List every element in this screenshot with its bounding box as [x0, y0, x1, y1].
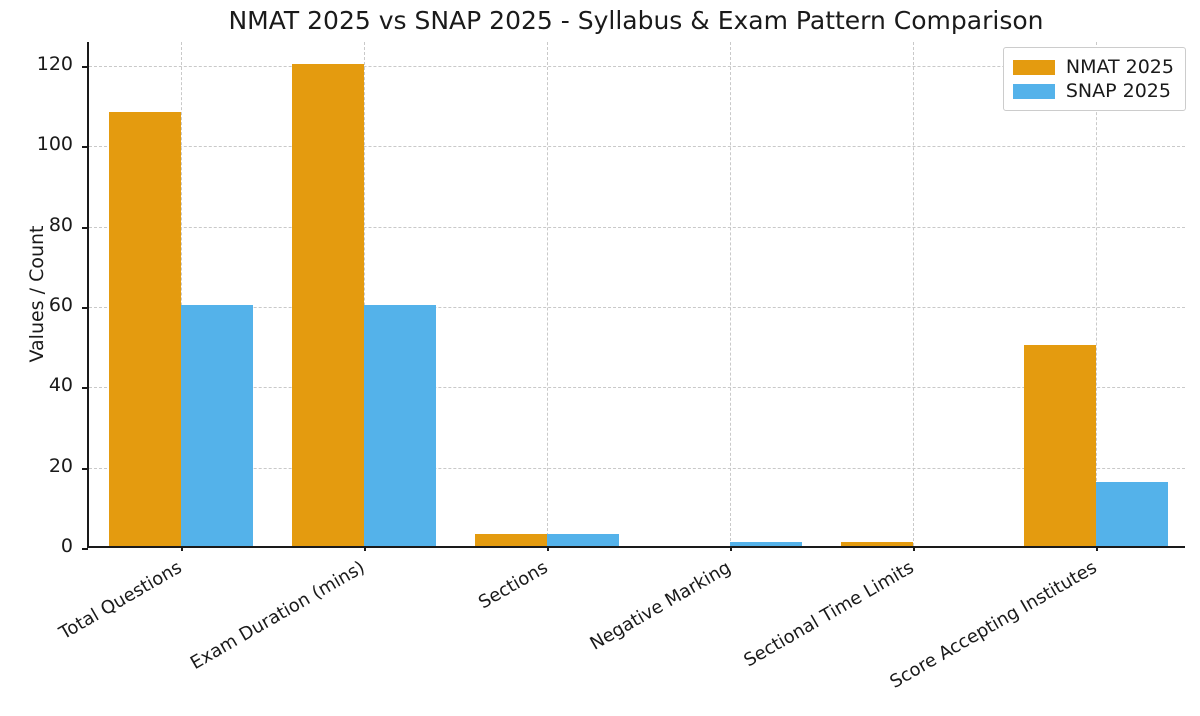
legend-item[interactable]: NMAT 2025	[1012, 55, 1174, 79]
bar-snap	[180, 305, 253, 546]
y-tick-mark	[82, 467, 88, 470]
bar-nmat	[1023, 345, 1096, 546]
y-tick-label: 60	[48, 294, 73, 317]
x-tick-label: Sectional Time Limits	[739, 557, 917, 672]
y-tick-label: 100	[36, 133, 73, 156]
y-tick-mark	[82, 146, 88, 149]
y-gridline	[89, 387, 1185, 389]
x-tick-mark	[363, 546, 366, 551]
y-tick-label: 120	[36, 53, 73, 76]
x-tick-mark	[912, 546, 915, 551]
y-gridline	[89, 467, 1185, 469]
y-gridline	[89, 146, 1185, 148]
chart-title: NMAT 2025 vs SNAP 2025 - Syllabus & Exam…	[228, 6, 1044, 35]
legend-swatch-icon	[1012, 59, 1055, 75]
y-gridline	[89, 307, 1185, 309]
plot-inner: 0 20 40 60 80 100 120 Total Questions Exam Durat…	[37, 42, 1185, 693]
y-tick-mark	[82, 226, 88, 229]
x-tick-label: Exam Duration (mins)	[186, 557, 368, 674]
bar-snap	[363, 305, 436, 546]
x-tick-label: Score Accepting Institutes	[885, 557, 1100, 693]
x-tick-mark	[1095, 546, 1098, 551]
y-gridline	[89, 226, 1185, 228]
x-tick-label: Negative Marking	[586, 557, 734, 655]
y-tick-label: 40	[48, 374, 73, 397]
x-tick-mark	[546, 546, 549, 551]
y-tick-mark	[82, 548, 88, 550]
bar-nmat	[840, 541, 913, 546]
x-tick-mark	[180, 546, 183, 551]
x-tick-label: Sections	[474, 557, 551, 614]
bar-snap	[546, 533, 619, 546]
y-tick-mark	[82, 307, 88, 310]
chart-legend: NMAT 2025 SNAP 2025	[1002, 47, 1186, 111]
x-tick-mark	[729, 546, 732, 551]
bar-nmat	[291, 64, 364, 546]
x-gridline	[912, 42, 914, 546]
x-gridline	[363, 42, 365, 546]
bar-nmat	[108, 112, 181, 546]
legend-label: NMAT 2025	[1065, 56, 1174, 78]
bar-nmat	[474, 533, 547, 546]
x-gridline	[180, 42, 182, 546]
bar-snap	[729, 541, 802, 546]
x-gridline	[729, 42, 731, 546]
y-tick-label: 80	[48, 213, 73, 236]
y-tick-label: 0	[60, 535, 73, 557]
plot-area: Values / Count 0 20 40 60 80 100 120 Total Ques…	[26, 42, 1185, 693]
x-gridline	[546, 42, 548, 546]
legend-label: SNAP 2025	[1065, 80, 1171, 102]
legend-swatch-icon	[1012, 83, 1055, 99]
y-tick-mark	[82, 66, 88, 69]
bar-snap	[1095, 481, 1168, 546]
y-gridline	[89, 66, 1185, 68]
x-gridline	[1095, 42, 1097, 546]
legend-item[interactable]: SNAP 2025	[1012, 79, 1174, 103]
y-tick-mark	[82, 387, 88, 390]
y-tick-label: 20	[48, 454, 73, 477]
x-tick-label: Total Questions	[55, 557, 185, 645]
